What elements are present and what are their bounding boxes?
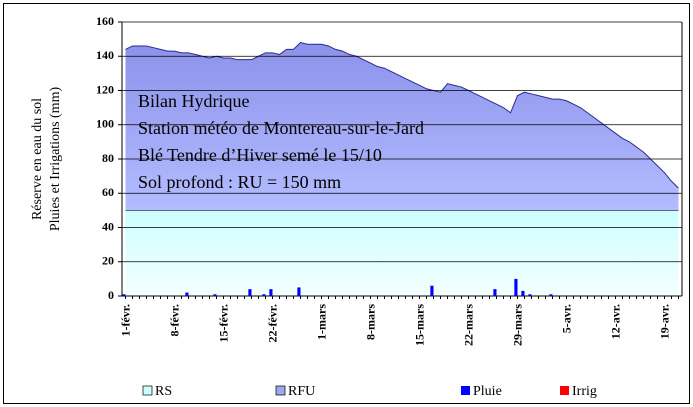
x-tick-label: 8-mars — [363, 304, 377, 340]
y-tick-label: 100 — [96, 117, 114, 131]
x-tick-label: 12-avr. — [608, 304, 622, 339]
area — [125, 210, 679, 296]
x-tick-label: 15-févr. — [216, 304, 230, 343]
legend-label: Pluie — [473, 384, 502, 399]
legend-swatch — [560, 386, 569, 395]
bar — [521, 290, 525, 296]
x-tick-label: 15-mars — [412, 304, 426, 346]
legend-swatch — [142, 385, 153, 396]
annotation: Station météo de Montereau-sur-le-Jard — [138, 118, 424, 138]
y-tick-label: 40 — [102, 219, 114, 233]
bar — [514, 278, 518, 296]
bar — [430, 285, 434, 296]
legend-swatch — [275, 385, 286, 396]
x-tick-label: 29-mars — [510, 304, 524, 346]
y-tick-label: 80 — [102, 151, 114, 165]
x-tick-label: 1-févr. — [118, 304, 132, 337]
x-tick-label: 19-avr. — [657, 304, 671, 339]
bar — [122, 294, 126, 296]
y-axis-label: Pluies et Irrigations (mm) — [48, 87, 63, 232]
y-tick-label: 60 — [102, 185, 114, 199]
y-tick-label: 160 — [96, 14, 114, 28]
y-tick-label: 120 — [96, 82, 114, 96]
y-tick-label: 20 — [102, 254, 114, 268]
area — [125, 42, 679, 211]
bar — [262, 294, 266, 296]
x-tick-label: 22-févr. — [265, 304, 279, 343]
legend-label: Irrig — [572, 384, 597, 399]
y-tick-label: 0 — [108, 288, 114, 302]
x-tick-label: 22-mars — [461, 304, 475, 346]
legend-swatch — [461, 386, 470, 395]
annotation: Bilan Hydrique — [138, 91, 249, 111]
annotation: Blé Tendre d’Hiver semé le 15/10 — [138, 145, 382, 165]
x-tick-label: 1-mars — [314, 304, 328, 340]
bar — [493, 289, 497, 296]
bar — [297, 287, 301, 296]
legend-label: RS — [155, 384, 172, 399]
bar — [269, 289, 273, 296]
bar — [549, 294, 553, 296]
x-tick-label: 5-avr. — [559, 304, 573, 333]
annotation: Sol profond : RU = 150 mm — [138, 172, 341, 192]
bar — [213, 294, 217, 296]
y-tick-label: 140 — [96, 48, 114, 62]
bar — [185, 292, 189, 296]
y-axis-label: Réserve en eau du sol — [30, 98, 45, 220]
bar — [248, 289, 252, 296]
legend-label: RFU — [288, 384, 315, 399]
x-tick-label: 8-févr. — [167, 304, 181, 337]
bar — [528, 294, 532, 296]
